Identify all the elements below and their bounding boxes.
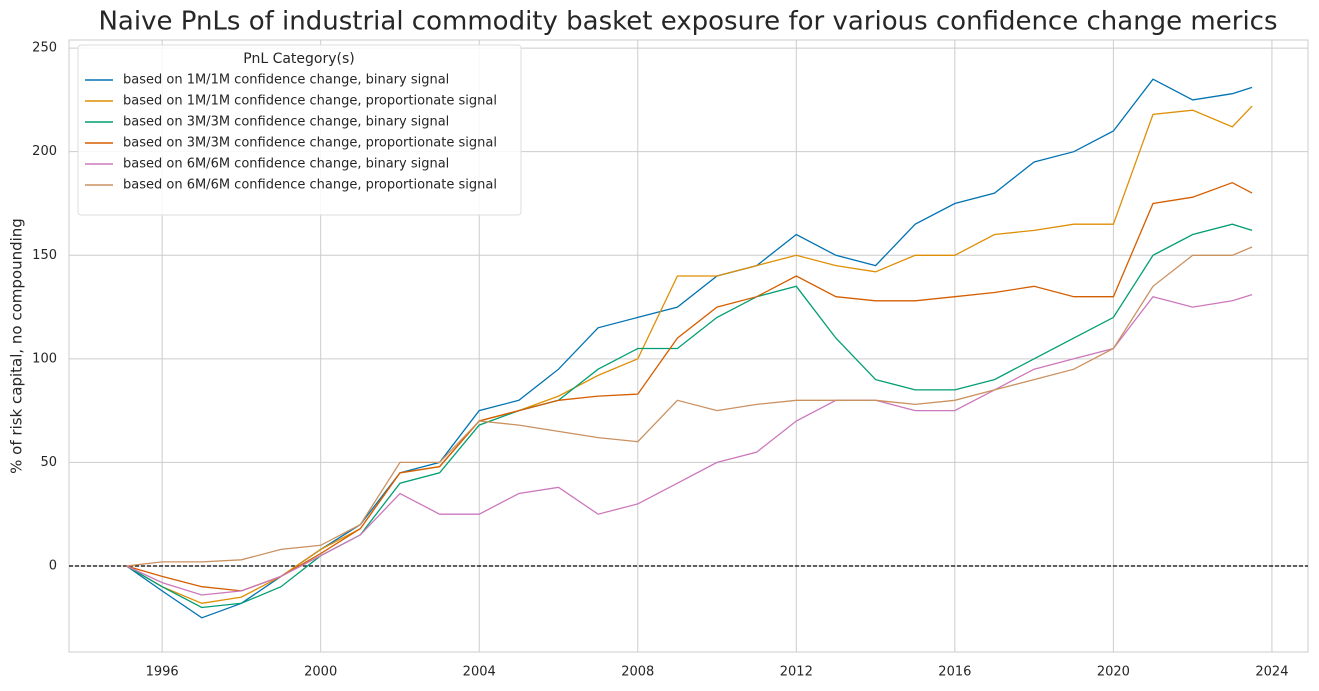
series-line [126,223,1253,609]
x-tick-label: 2024 [1255,665,1288,680]
legend-label: based on 6M/6M confidence change, propor… [123,178,497,193]
y-tick-label: 200 [32,144,57,159]
x-tick-label: 2008 [621,665,654,680]
series-line [126,181,1253,592]
x-tick-label: 2012 [780,665,813,680]
chart-title: Naive PnLs of industrial commodity baske… [98,7,1277,37]
legend-box [77,44,522,216]
y-tick-label: 150 [32,248,57,263]
y-tick-label: 0 [49,559,57,574]
y-tick-label: 100 [32,351,57,366]
x-tick-label: 2004 [463,665,496,680]
series-line [126,246,1253,567]
legend-label: based on 3M/3M confidence change, propor… [123,136,497,151]
series-line [126,105,1253,604]
series-line [126,293,1253,596]
x-tick-label: 2000 [304,665,337,680]
x-tick-label: 2016 [938,665,971,680]
plot-frame [68,39,1309,653]
x-tick-label: 1996 [146,665,179,680]
x-tick-label: 2020 [1097,665,1130,680]
y-tick-label: 50 [40,455,57,470]
legend-title: PnL Category(s) [243,51,355,67]
y-tick-label: 250 [32,41,57,56]
legend-label: based on 1M/1M confidence change, binary… [123,73,449,88]
legend-label: based on 3M/3M confidence change, binary… [123,115,449,130]
y-axis-label: % of risk capital, no compounding [8,218,26,474]
legend-label: based on 6M/6M confidence change, binary… [123,157,449,172]
legend-label: based on 1M/1M confidence change, propor… [123,94,497,109]
